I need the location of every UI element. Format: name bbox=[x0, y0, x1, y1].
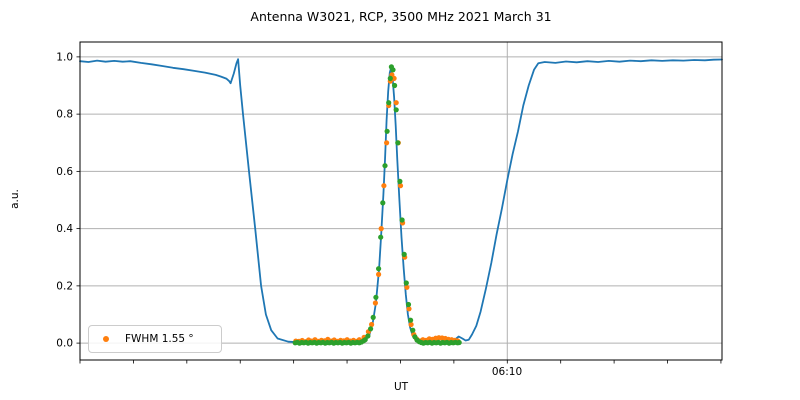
measured-data-points-dot bbox=[384, 140, 390, 146]
x-tick-label-0610: 06:10 bbox=[491, 366, 523, 378]
y-tick-label: 0.6 bbox=[56, 166, 73, 178]
gaussian-fit-points-dot bbox=[393, 107, 399, 113]
y-tick-label: 0.4 bbox=[56, 223, 73, 235]
gaussian-fit-points-dot bbox=[397, 178, 403, 184]
gaussian-fit-points-dot bbox=[408, 317, 414, 323]
measured-data-points-dot bbox=[397, 183, 404, 189]
measured-data-points-dot bbox=[372, 300, 378, 306]
legend: FWHM 1.55 ° bbox=[88, 325, 222, 353]
gaussian-fit-points-dot bbox=[399, 217, 405, 223]
gaussian-fit-points-dot bbox=[365, 333, 371, 339]
gaussian-fit-points-dot bbox=[395, 140, 401, 146]
legend-marker-dot-icon bbox=[103, 336, 109, 342]
gaussian-fit-points-dot bbox=[370, 314, 376, 320]
gaussian-fit-points-dot bbox=[403, 280, 409, 286]
y-tick-label: 0.8 bbox=[56, 109, 73, 121]
gaussian-fit-points-dot bbox=[380, 200, 386, 206]
gaussian-fit-points-dot bbox=[384, 128, 390, 134]
gaussian-fit-points-dot bbox=[382, 163, 388, 169]
axes-spines bbox=[79, 41, 723, 361]
y-axis-label: a.u. bbox=[9, 189, 21, 209]
chart-title: Antenna W3021, RCP, 3500 MHz 2021 March … bbox=[250, 9, 552, 24]
measured-data-points-dot bbox=[408, 321, 414, 328]
measured-data-points-dot bbox=[391, 75, 397, 81]
drift-scan-signal-line bbox=[79, 58, 723, 344]
y-tick-label: 0.2 bbox=[56, 280, 73, 292]
gaussian-fit-points-dot bbox=[373, 294, 379, 300]
measured-data-points-dot bbox=[406, 306, 412, 312]
gaussian-fit-points-dot bbox=[392, 82, 398, 89]
gaussian-fit-points-dot bbox=[376, 266, 382, 272]
gaussian-fit-points-dot bbox=[405, 301, 412, 308]
measured-data-points-dot bbox=[381, 183, 387, 189]
y-tick-label: 1.0 bbox=[56, 51, 73, 63]
measured-data-points-dot bbox=[393, 100, 399, 106]
gaussian-fit-points-dot bbox=[368, 326, 374, 332]
measured-data-points-dot bbox=[369, 321, 375, 328]
gaussian-fit-points-dot bbox=[378, 234, 384, 240]
y-tick-label: 0.0 bbox=[56, 338, 73, 350]
gaussian-fit-points-dot bbox=[456, 339, 462, 346]
gaussian-fit-points-dot bbox=[362, 337, 368, 343]
gaussian-fit-points-dot bbox=[386, 100, 392, 106]
gaussian-fit-points-dot bbox=[401, 251, 407, 257]
measured-data-points-dot bbox=[376, 271, 382, 277]
gaussian-fit-points-dot bbox=[410, 327, 416, 333]
measured-data-points-dot bbox=[378, 226, 384, 232]
x-axis-label: UT bbox=[393, 381, 409, 393]
gaussian-fit-points-dot bbox=[387, 75, 393, 81]
measured-data-points-dot bbox=[404, 284, 410, 290]
legend-label: FWHM 1.55 ° bbox=[125, 333, 194, 345]
gaussian-fit-points-dot bbox=[390, 67, 396, 73]
